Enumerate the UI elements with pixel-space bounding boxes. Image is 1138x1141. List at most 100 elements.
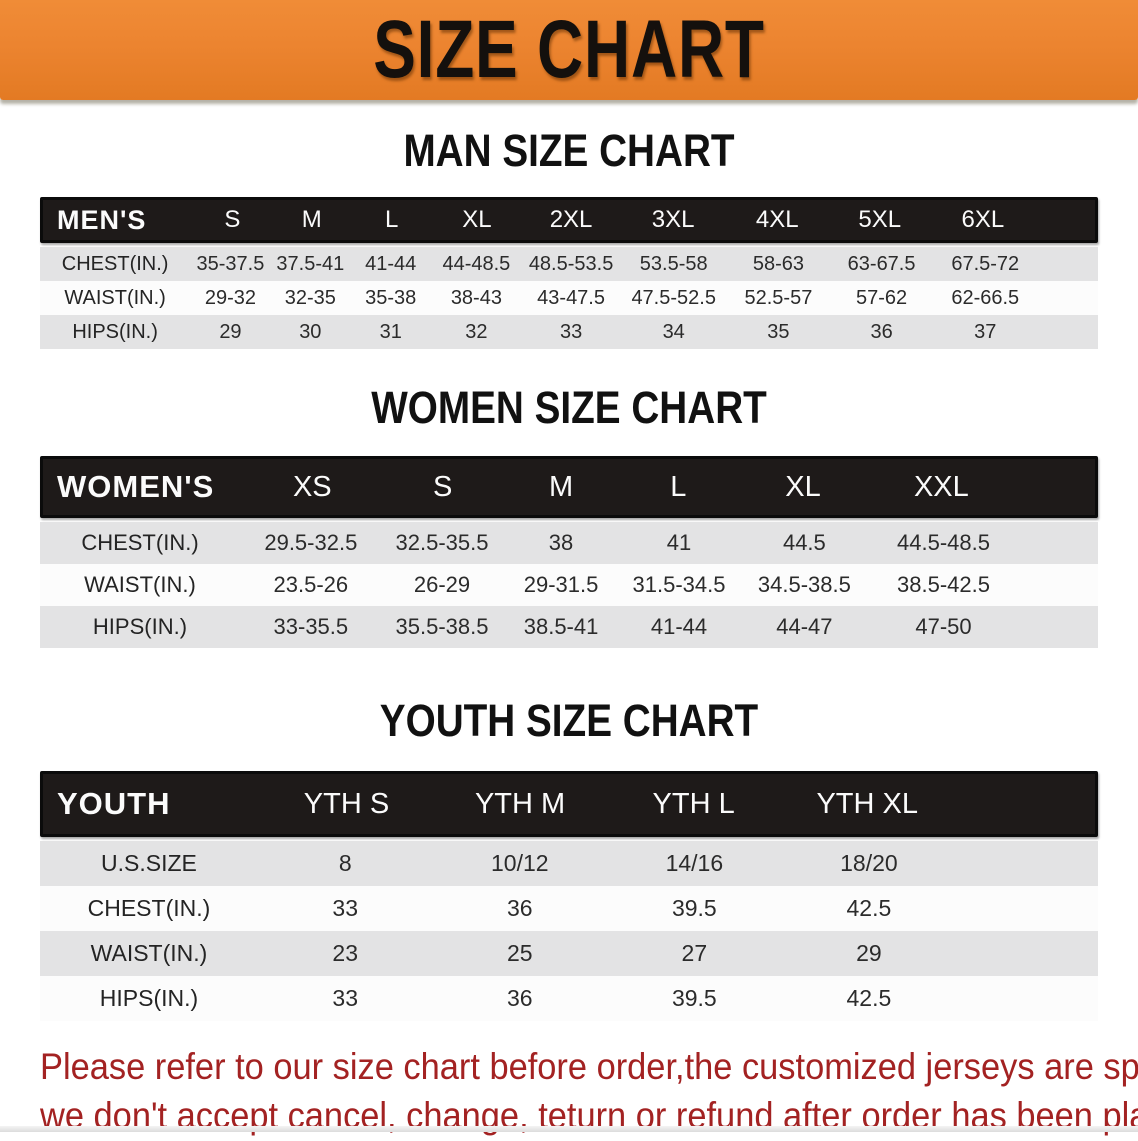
value-cell: 57-62: [830, 281, 933, 315]
table-row: CHEST(IN.) 35-37.5 37.5-41 41-44 44-48.5 48.5…: [40, 247, 1098, 281]
value-cell: 18/20: [781, 841, 957, 886]
value-cell: 10/12: [432, 841, 608, 886]
filler-cell: [1035, 200, 1095, 240]
header-row: WOMEN'S XS S M L XL XXL: [43, 459, 1095, 515]
filler-cell: [954, 774, 1095, 834]
size-table-body: U.S.SIZE 8 10/12 14/16 18/20 CHEST(IN.) 33 36 39…: [40, 841, 1098, 1021]
value-cell: 42.5: [781, 976, 957, 1021]
filler-cell: [956, 841, 1098, 886]
table-row: WAIST(IN.) 29-32 32-35 35-38 38-43 43-47.5 47.…: [40, 281, 1098, 315]
row-label-cell: WAIST(IN.): [40, 931, 258, 976]
row-label-cell: WAIST(IN.): [40, 281, 191, 315]
size-header-cell: XL: [462, 206, 492, 233]
size-chart-banner: SIZE CHART: [0, 0, 1138, 100]
value-cell: 35.5-38.5: [381, 606, 503, 648]
disclaimer-line-1: Please refer to our size chart before or…: [40, 1046, 1138, 1087]
youth-section-heading: YOUTH SIZE CHART: [379, 695, 759, 746]
men-size-chart-section: MAN SIZE CHART MEN'S S M L XL 2XL 3XL 4XL 5XL 6XL…: [40, 128, 1098, 349]
table-row: U.S.SIZE 8 10/12 14/16 18/20: [40, 841, 1098, 886]
value-cell: 23.5-26: [239, 564, 382, 606]
value-cell: 33: [521, 315, 621, 349]
value-cell: 44-48.5: [431, 247, 522, 281]
filler-cell: [956, 931, 1098, 976]
value-cell: 36: [432, 976, 608, 1021]
table-row: CHEST(IN.) 33 36 39.5 42.5: [40, 886, 1098, 931]
size-table-header: WOMEN'S XS S M L XL XXL: [40, 456, 1098, 518]
filler-cell: [1016, 564, 1098, 606]
group-label-cell: YOUTH: [57, 786, 171, 821]
filler-cell: [956, 976, 1098, 1021]
value-cell: 38-43: [431, 281, 522, 315]
filler-cell: [1037, 315, 1098, 349]
value-cell: 67.5-72: [932, 247, 1038, 281]
row-label-cell: HIPS(IN.): [40, 606, 240, 648]
size-table-body: CHEST(IN.) 29.5-32.5 32.5-35.5 38 41 44.5 44.5…: [40, 522, 1098, 648]
group-label-cell: MEN'S: [57, 204, 147, 235]
filler-cell: [1016, 522, 1098, 564]
value-cell: 33: [257, 886, 433, 931]
value-cell: 26-29: [381, 564, 503, 606]
header-row: MEN'S S M L XL 2XL 3XL 4XL 5XL 6XL: [43, 200, 1095, 240]
youth-size-chart-section: YOUTH SIZE CHART YOUTH YTH S YTH M YTH L YTH…: [40, 698, 1098, 1021]
size-header-cell: XL: [785, 470, 821, 503]
row-label-cell: HIPS(IN.): [40, 976, 258, 1021]
value-cell: 42.5: [781, 886, 957, 931]
size-table-header: YOUTH YTH S YTH M YTH L YTH XL: [40, 771, 1098, 837]
value-cell: 30: [270, 315, 350, 349]
group-label-cell: WOMEN'S: [57, 469, 215, 504]
disclaimer-line-2: we don't accept cancel, change, teturn o…: [40, 1094, 1138, 1136]
value-cell: 32-35: [270, 281, 350, 315]
value-cell: 32: [431, 315, 522, 349]
value-cell: 41-44: [619, 606, 739, 648]
value-cell: 25: [432, 931, 608, 976]
size-header-cell: XS: [292, 470, 332, 503]
value-cell: 62-66.5: [932, 281, 1038, 315]
value-cell: 29.5-32.5: [239, 522, 382, 564]
size-header-cell: L: [670, 470, 687, 503]
disclaimer: Please refer to our size chart before or…: [40, 1043, 1138, 1141]
table-row: WAIST(IN.) 23.5-26 26-29 29-31.5 31.5-34.5 34…: [40, 564, 1098, 606]
value-cell: 36: [432, 886, 608, 931]
value-cell: 38: [502, 522, 620, 564]
size-header-cell: M: [548, 470, 574, 503]
value-cell: 34: [620, 315, 727, 349]
size-header-cell: M: [301, 206, 322, 233]
size-header-cell: L: [385, 206, 399, 233]
value-cell: 47-50: [870, 606, 1017, 648]
value-cell: 37: [932, 315, 1038, 349]
size-header-cell: 6XL: [961, 206, 1005, 233]
value-cell: 29-31.5: [502, 564, 620, 606]
value-cell: 44.5: [738, 522, 871, 564]
size-header-cell: YTH M: [474, 787, 566, 820]
size-header-cell: YTH XL: [816, 787, 918, 820]
women-size-chart-section: WOMEN SIZE CHART WOMEN'S XS S M L XL XXL CHEST(…: [40, 385, 1098, 648]
value-cell: 53.5-58: [620, 247, 727, 281]
value-cell: 39.5: [607, 976, 782, 1021]
banner-title: SIZE CHART: [373, 4, 765, 95]
size-header-cell: XXL: [913, 470, 969, 503]
men-section-heading: MAN SIZE CHART: [403, 125, 735, 176]
table-row: HIPS(IN.) 33 36 39.5 42.5: [40, 976, 1098, 1021]
value-cell: 47.5-52.5: [620, 281, 727, 315]
value-cell: 32.5-35.5: [381, 522, 503, 564]
value-cell: 36: [830, 315, 933, 349]
value-cell: 35-38: [349, 281, 432, 315]
value-cell: 41-44: [349, 247, 432, 281]
row-label-cell: HIPS(IN.): [40, 315, 191, 349]
table-row: HIPS(IN.) 33-35.5 35.5-38.5 38.5-41 41-44 44-…: [40, 606, 1098, 648]
value-cell: 35: [726, 315, 831, 349]
row-label-cell: CHEST(IN.): [40, 886, 258, 931]
value-cell: 31.5-34.5: [619, 564, 739, 606]
size-header-cell: 4XL: [755, 206, 799, 233]
row-label-cell: CHEST(IN.): [40, 247, 191, 281]
value-cell: 39.5: [607, 886, 782, 931]
size-charts-container: MAN SIZE CHART MEN'S S M L XL 2XL 3XL 4XL 5XL 6XL…: [0, 128, 1138, 1021]
filler-cell: [1037, 247, 1098, 281]
value-cell: 38.5-42.5: [870, 564, 1017, 606]
value-cell: 34.5-38.5: [738, 564, 871, 606]
filler-cell: [956, 886, 1098, 931]
value-cell: 29-32: [190, 281, 271, 315]
table-row: HIPS(IN.) 29 30 31 32 33 34 35 36 37: [40, 315, 1098, 349]
size-header-cell: 2XL: [549, 206, 593, 233]
value-cell: 33-35.5: [239, 606, 382, 648]
